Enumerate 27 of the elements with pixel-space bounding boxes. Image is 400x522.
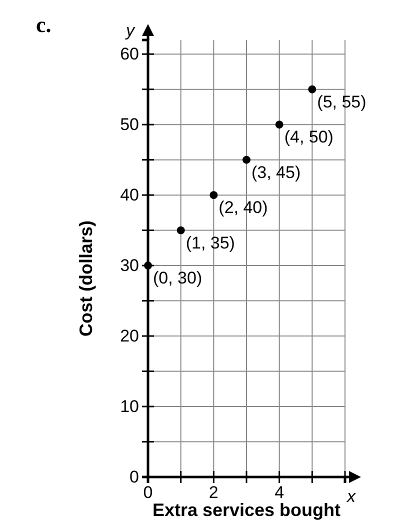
x-tick-label: 4 — [274, 483, 284, 502]
point — [242, 156, 250, 164]
y-tick-label: 60 — [120, 44, 139, 64]
x-axis-title: Extra services bought — [152, 500, 341, 520]
y-tick-label: 20 — [120, 326, 139, 346]
point — [275, 120, 284, 129]
text: y — [125, 21, 136, 40]
y-tick-label: 30 — [120, 256, 139, 275]
data-label: (3, 45) — [252, 162, 301, 182]
y-tick-label: 40 — [120, 186, 139, 205]
data-label: (1, 35) — [186, 233, 235, 252]
data-label: (2, 40) — [218, 198, 268, 218]
y-tick-label: 10 — [120, 396, 139, 416]
x-tick-label: 2 — [208, 483, 218, 502]
x-tick-label: 0 — [143, 483, 153, 502]
point — [144, 262, 152, 270]
data-label: (4, 50) — [284, 128, 334, 147]
y-axis-title: Cost (dollars) — [76, 220, 96, 337]
y-tick-label: 50 — [120, 115, 139, 134]
y-tick-label: 0 — [130, 467, 139, 486]
data-label: (0, 30) — [153, 268, 202, 288]
point — [210, 191, 218, 200]
text: c. — [36, 12, 52, 37]
data-label: (5, 55) — [317, 92, 366, 112]
point — [308, 85, 316, 94]
text: x — [346, 487, 356, 506]
point — [176, 226, 185, 234]
